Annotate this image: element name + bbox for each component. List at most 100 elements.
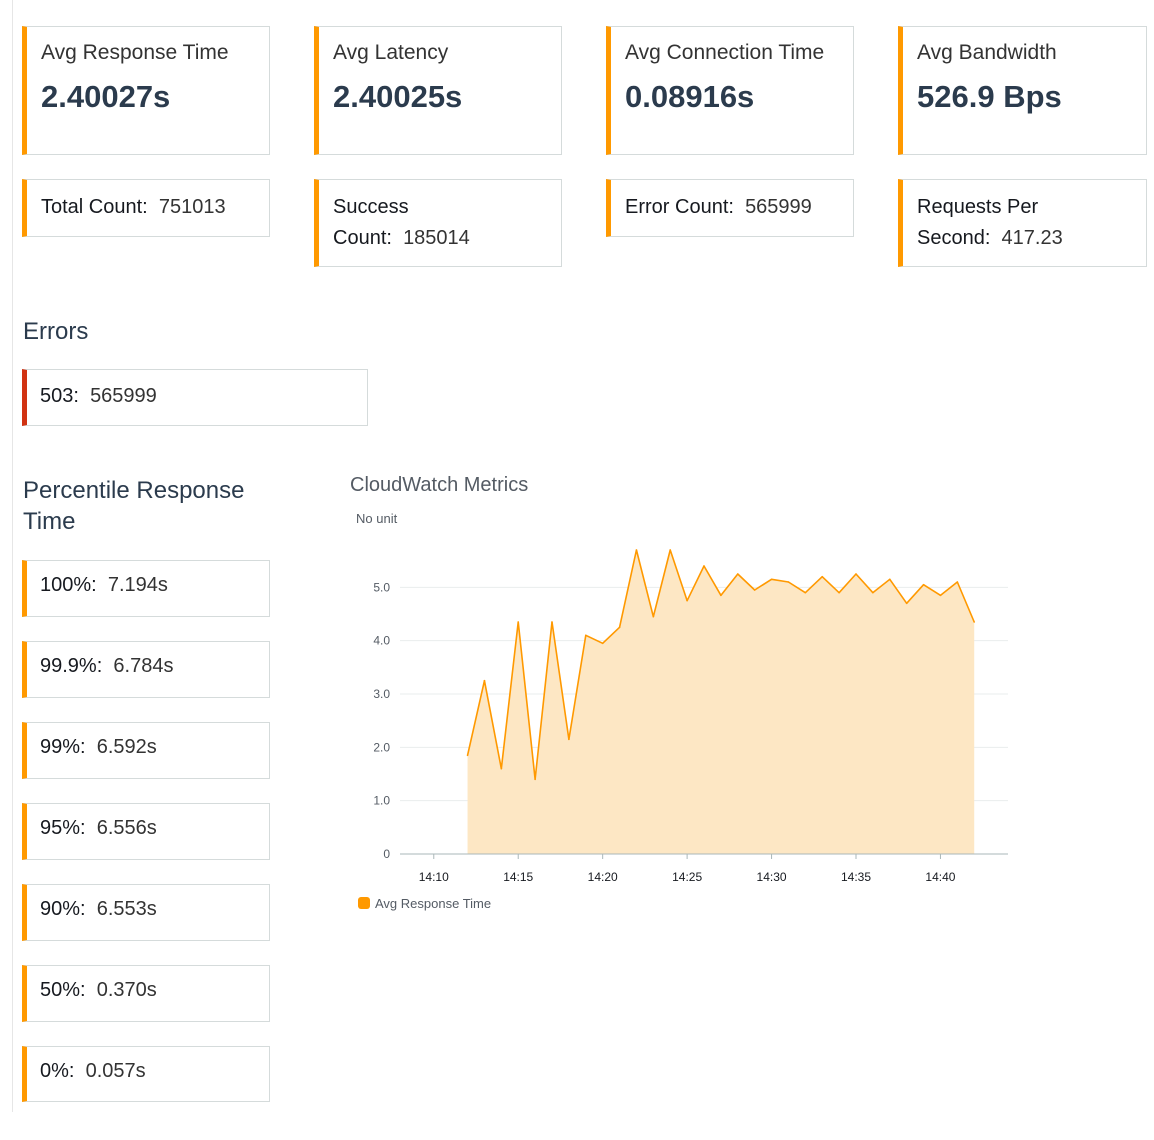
percentile-text: 99.9%: 6.784s — [40, 655, 173, 678]
data-point — [534, 778, 536, 781]
metric-card-avg-response-time: Avg Response Time 2.40027s — [22, 26, 270, 155]
percentile-text: 90%: 6.553s — [40, 898, 157, 921]
error-card-503: 503: 565999 — [22, 369, 368, 426]
data-point — [568, 738, 570, 741]
percentile-card: 100%: 7.194s — [22, 560, 270, 617]
data-point — [855, 573, 857, 575]
percentile-value: 0.370s — [96, 979, 157, 1001]
percentile-card: 0%: 0.057s — [22, 1046, 270, 1102]
percentile-label: 90%: — [40, 898, 86, 920]
percentile-value: 0.057s — [85, 1060, 146, 1082]
y-tick-label: 5.0 — [373, 580, 390, 594]
data-point — [703, 565, 705, 567]
data-point — [601, 642, 604, 645]
percentile-card: 90%: 6.553s — [22, 884, 270, 941]
error-text: 503: 565999 — [40, 385, 157, 408]
percentile-text: 50%: 0.370s — [40, 979, 157, 1002]
error-count: 565999 — [90, 385, 157, 407]
y-tick-label: 2.0 — [373, 740, 390, 754]
data-point — [821, 575, 824, 578]
chart-title: CloudWatch Metrics — [350, 474, 529, 496]
count-label: Total Count: — [41, 196, 148, 218]
errors-heading: Errors — [23, 318, 89, 345]
count-text: Error Count: 565999 — [625, 192, 812, 223]
data-point — [584, 634, 587, 637]
count-text: Requests Per Second: 417.23 — [917, 192, 1097, 254]
data-point — [872, 591, 874, 594]
data-point — [635, 549, 638, 551]
metric-value: 2.40025s — [333, 79, 463, 114]
data-point — [500, 767, 503, 770]
count-label: Success Count: — [333, 196, 409, 249]
count-card-total: Total Count: 751013 — [22, 179, 270, 237]
count-card-error: Error Count: 565999 — [606, 179, 854, 237]
x-tick-label: 14:30 — [757, 870, 787, 884]
x-tick-label: 14:15 — [503, 870, 533, 884]
data-point — [888, 578, 891, 581]
percentile-text: 0%: 0.057s — [40, 1060, 146, 1083]
metric-label: Avg Latency — [333, 41, 449, 64]
percentile-label: 100%: — [40, 574, 97, 596]
data-point — [753, 589, 756, 591]
count-card-requests-per-second: Requests Per Second: 417.23 — [898, 179, 1147, 267]
count-text: Total Count: 751013 — [41, 192, 226, 223]
percentile-label: 0%: — [40, 1060, 75, 1082]
metric-value: 2.40027s — [41, 79, 171, 114]
data-point — [686, 599, 688, 602]
data-point — [838, 591, 840, 594]
count-text: Success Count: 185014 — [333, 192, 483, 254]
x-tick-label: 14:10 — [419, 870, 449, 884]
metric-label: Avg Connection Time — [625, 41, 825, 64]
percentile-value: 6.784s — [113, 655, 174, 677]
x-tick-label: 14:25 — [672, 870, 702, 884]
cloudwatch-chart: No unit 0 1.0 2.0 3.0 4.0 5.0 14:10 14:15 14:20 14… — [356, 511, 1008, 911]
legend-swatch — [358, 897, 370, 909]
data-point — [973, 621, 976, 623]
data-point — [517, 621, 520, 623]
x-tick-label: 14:20 — [588, 870, 618, 884]
count-value: 751013 — [158, 196, 226, 218]
series-area — [467, 550, 975, 854]
data-point — [922, 583, 925, 586]
data-point — [736, 573, 739, 575]
percentile-value: 6.556s — [96, 817, 157, 839]
data-point — [720, 594, 722, 597]
percentile-text: 100%: 7.194s — [40, 574, 168, 597]
percentile-value: 6.553s — [96, 898, 157, 920]
count-label: Error Count: — [625, 196, 734, 218]
metric-value: 526.9 Bps — [917, 79, 1062, 114]
data-point — [551, 621, 553, 623]
y-tick-label: 0 — [383, 847, 390, 861]
count-value: 565999 — [745, 196, 812, 218]
percentile-heading: Percentile Response Time — [23, 477, 245, 535]
percentile-card: 50%: 0.370s — [22, 965, 270, 1022]
metric-card-avg-latency: Avg Latency 2.40025s — [314, 26, 562, 155]
x-tick-label: 14:40 — [925, 870, 955, 884]
y-tick-label: 4.0 — [373, 634, 390, 648]
x-tick-label: 14:35 — [841, 870, 871, 884]
percentile-label: 99%: — [40, 736, 86, 758]
data-point — [905, 602, 908, 605]
count-card-success: Success Count: 185014 — [314, 179, 562, 267]
percentile-card: 95%: 6.556s — [22, 803, 270, 860]
chart-unit-label: No unit — [356, 511, 398, 526]
y-tick-label: 1.0 — [373, 794, 390, 808]
percentile-value: 6.592s — [96, 736, 157, 758]
data-point — [770, 578, 773, 581]
percentile-text: 95%: 6.556s — [40, 817, 157, 840]
percentile-label: 50%: — [40, 979, 86, 1001]
data-point — [652, 615, 655, 618]
data-point — [618, 626, 621, 629]
count-label: Requests Per Second: — [917, 196, 1039, 249]
data-point — [466, 754, 469, 757]
metric-card-avg-bandwidth: Avg Bandwidth 526.9 Bps — [898, 26, 1147, 155]
data-point — [483, 679, 486, 682]
legend-label: Avg Response Time — [375, 896, 491, 911]
percentile-text: 99%: 6.592s — [40, 736, 157, 759]
metric-value: 0.08916s — [625, 79, 755, 114]
metric-label: Avg Bandwidth — [917, 41, 1057, 64]
percentile-label: 99.9%: — [40, 655, 103, 677]
percentile-value: 7.194s — [107, 574, 168, 596]
percentile-card: 99.9%: 6.784s — [22, 641, 270, 698]
percentile-label: 95%: — [40, 817, 86, 839]
